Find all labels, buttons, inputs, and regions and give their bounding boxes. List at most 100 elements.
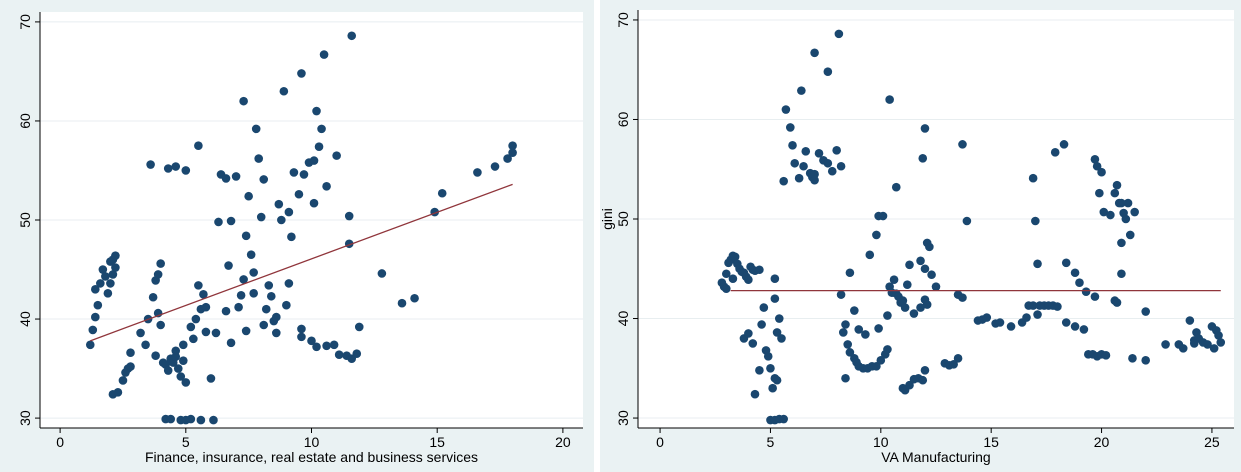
- scatter-point: [1033, 259, 1042, 269]
- y-tick-label: 70: [615, 12, 631, 28]
- scatter-point: [845, 348, 855, 357]
- scatter-point: [823, 158, 833, 168]
- scatter-point: [103, 288, 113, 298]
- scatter-point: [916, 303, 925, 312]
- scatter-point: [1061, 258, 1071, 268]
- scatter-point: [259, 320, 269, 330]
- scatter-point: [314, 142, 324, 152]
- scatter-point: [194, 141, 203, 151]
- scatter-point: [171, 352, 181, 361]
- scatter-point: [239, 275, 248, 284]
- scatter-point: [186, 414, 196, 424]
- scatter-point: [297, 332, 306, 342]
- scatter-point: [176, 372, 186, 381]
- chart-panel-finance: 30 40 50 60 70 0 5 10 15 20 Finance, insurance, re…: [0, 0, 594, 472]
- scatter-point: [779, 414, 788, 424]
- scatter-point: [287, 232, 296, 242]
- scatter-point: [1006, 322, 1016, 331]
- scatter-point: [101, 272, 110, 281]
- scatter-point: [721, 284, 731, 293]
- scatter-point: [903, 280, 912, 289]
- scatter-point: [777, 334, 786, 343]
- scatter-point: [865, 250, 875, 260]
- scatter-point: [236, 290, 246, 300]
- scatter-point: [834, 29, 844, 39]
- scatter-point: [282, 300, 291, 310]
- scatter-point: [297, 69, 306, 78]
- scatter-point: [88, 325, 98, 335]
- scatter-point: [920, 365, 930, 375]
- scatter-point: [927, 270, 936, 280]
- scatter-point: [1112, 180, 1122, 190]
- scatter-point: [96, 279, 105, 288]
- scatter-point: [251, 124, 261, 134]
- scatter-point: [279, 86, 289, 96]
- scatter-point: [141, 340, 150, 350]
- scatter-point: [920, 124, 930, 133]
- scatter-point: [171, 162, 181, 171]
- scatter-point: [163, 164, 173, 173]
- scatter-point: [1081, 287, 1091, 296]
- scatter-point: [106, 279, 115, 288]
- scatter-point: [211, 328, 221, 338]
- scatter-point: [274, 199, 284, 209]
- scatter-point: [801, 147, 811, 156]
- scatter-point: [91, 312, 100, 322]
- scatter-point: [410, 293, 419, 303]
- scatter-point: [931, 282, 941, 291]
- scatter-point: [201, 327, 211, 337]
- x-tick-label: 25: [1204, 434, 1220, 450]
- scatter-point: [136, 328, 145, 338]
- scatter-point: [317, 124, 326, 134]
- scatter-point: [254, 154, 264, 163]
- scatter-point: [1123, 198, 1133, 208]
- scatter-point: [244, 191, 253, 201]
- scatter-point: [1117, 238, 1126, 248]
- scatter-point: [148, 292, 158, 302]
- scatter-point: [118, 376, 128, 385]
- scatter-point: [728, 274, 738, 284]
- scatter-point: [1095, 188, 1104, 198]
- scatter-point: [768, 383, 777, 393]
- scatter-point: [309, 156, 319, 165]
- scatter-point: [178, 356, 188, 365]
- scatter-point: [397, 298, 407, 308]
- scatter-point: [949, 360, 958, 369]
- scatter-point: [1141, 307, 1151, 316]
- scatter-point: [1028, 301, 1038, 310]
- scatter-point: [146, 160, 155, 169]
- scatter-point: [1097, 167, 1106, 177]
- scatter-point: [982, 313, 992, 322]
- scatter-point: [900, 303, 910, 312]
- scatter-point: [788, 141, 797, 150]
- scatter-point: [249, 288, 258, 298]
- scatter-point: [199, 289, 208, 299]
- x-tick-label: 0: [656, 434, 664, 450]
- scatter-point: [794, 173, 804, 183]
- scatter-point: [1075, 278, 1084, 287]
- scatter-point: [1117, 198, 1126, 208]
- scatter-point: [885, 95, 894, 104]
- scatter-point: [730, 252, 740, 262]
- scatter-point: [309, 198, 319, 208]
- scatter-point: [872, 361, 881, 371]
- scatter-point: [772, 328, 782, 337]
- scatter-point: [909, 309, 919, 318]
- scatter-point: [1079, 325, 1089, 334]
- scatter-point: [810, 169, 819, 179]
- scatter-point: [354, 322, 364, 332]
- scatter-point: [201, 302, 211, 312]
- scatter-point: [1022, 313, 1031, 322]
- scatter-point: [883, 345, 892, 354]
- scatter-point: [814, 149, 824, 158]
- scatter-point: [797, 86, 806, 95]
- scatter-point: [1141, 356, 1151, 365]
- scatter-point: [111, 251, 120, 260]
- scatter-point: [1130, 207, 1139, 217]
- scatter-point: [322, 341, 331, 351]
- scatter-point: [297, 324, 306, 334]
- scatter-point: [1061, 318, 1071, 327]
- x-tick-label: 10: [873, 434, 889, 450]
- scatter-point: [91, 285, 100, 294]
- scatter-point: [810, 175, 819, 185]
